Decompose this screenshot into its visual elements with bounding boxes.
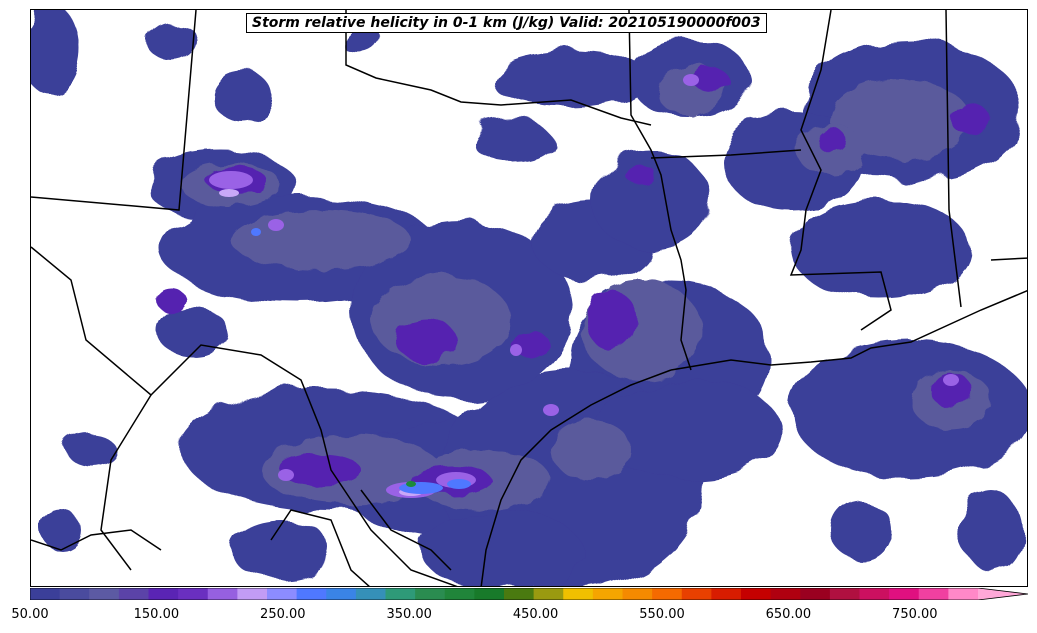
colorbar-tick-label: 650.00: [765, 607, 812, 622]
colorbar-segment: [652, 588, 683, 600]
shade-level-7: [406, 481, 416, 487]
colorbar-tick-label: 350.00: [386, 607, 432, 622]
colorbar-segment: [326, 588, 357, 600]
colorbar-segment: [178, 588, 209, 600]
colorbar-segment: [711, 588, 742, 600]
colorbar-segment: [770, 588, 801, 600]
helicity-map: [31, 10, 1027, 586]
colorbar-segment: [829, 588, 861, 600]
colorbar-segment: [207, 588, 238, 600]
colorbar-segment: [533, 588, 564, 600]
colorbar-segment: [889, 588, 920, 600]
colorbar-outline: [30, 588, 1028, 600]
colorbar-segment: [592, 588, 624, 600]
colorbar-tick-label: 750.00: [892, 607, 938, 622]
colorbar-tick-label: 250.00: [260, 607, 306, 622]
colorbar-segment: [148, 588, 179, 600]
colorbar-segment: [118, 588, 150, 600]
colorbar-segment: [948, 588, 979, 600]
colorbar-extend-arrow: [978, 588, 1028, 600]
colorbar-tick-label: 150.00: [133, 607, 180, 622]
colorbar-segment: [444, 588, 475, 600]
colorbar-segment: [918, 588, 949, 600]
colorbar: [30, 588, 1028, 600]
map-title: Storm relative helicity in 0-1 km (J/kg)…: [246, 13, 767, 33]
colorbar-segment: [415, 588, 446, 600]
colorbar-segment: [30, 588, 61, 600]
colorbar-segment: [355, 588, 387, 600]
colorbar-segment: [681, 588, 712, 600]
colorbar-segment: [237, 588, 268, 600]
colorbar-segment: [385, 588, 416, 600]
colorbar-segment: [800, 588, 831, 600]
colorbar-segment: [89, 588, 120, 600]
colorbar-tick-label: 50.00: [11, 607, 49, 622]
colorbar-segment: [59, 588, 90, 600]
colorbar-segment: [296, 588, 327, 600]
colorbar-segment: [474, 588, 505, 600]
colorbar-tick-label: 450.00: [512, 607, 559, 622]
colorbar-segment: [622, 588, 653, 600]
colorbar-segment: [859, 588, 890, 600]
colorbar-tick-label: 550.00: [639, 607, 685, 622]
colorbar-segment: [741, 588, 772, 600]
colorbar-segment: [504, 588, 535, 600]
map-panel: [30, 9, 1028, 587]
colorbar-segment: [267, 588, 298, 600]
colorbar-segment: [563, 588, 594, 600]
state-boundaries: [31, 10, 1027, 586]
